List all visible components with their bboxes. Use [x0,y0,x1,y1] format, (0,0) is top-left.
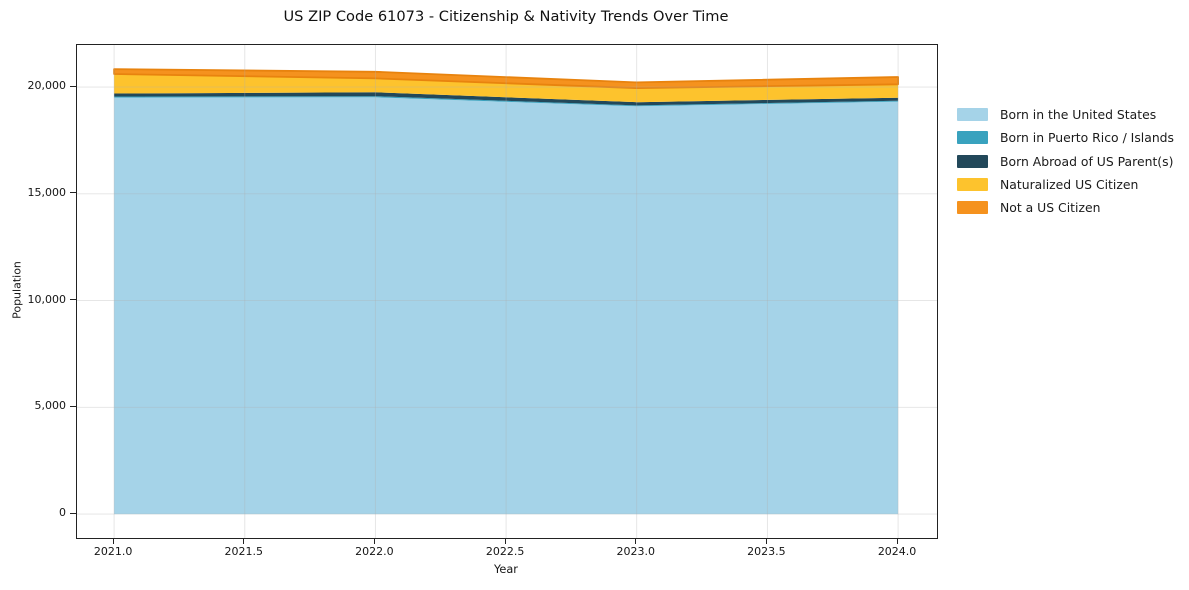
x-tick-label: 2022.5 [485,545,525,558]
y-tick-mark [70,299,76,301]
legend-label: Born Abroad of US Parent(s) [1000,153,1174,169]
legend-swatch-icon [957,108,988,121]
x-tick-mark [112,538,114,544]
legend-swatch-icon [957,154,988,168]
x-tick-label: 2023.0 [616,545,655,558]
x-tick-label: 2021.0 [93,545,133,558]
stacked-area-chart [77,45,937,538]
legend-label: Naturalized US Citizen [1000,176,1139,192]
x-tick-label: 2022.0 [355,545,394,558]
x-tick-mark [504,538,506,544]
y-tick-label: 20,000 [27,79,67,93]
area-not-a-us-citizen [113,68,899,89]
x-tick-label: 2023.5 [747,545,786,558]
x-tick-mark [373,538,375,544]
area-born-abroad-of-us-parent-s [114,92,899,106]
legend-item-born-in-puerto-rico-islands: Born in Puerto Rico / Islands [957,130,1175,146]
legend-label: Born in Puerto Rico / Islands [1000,130,1175,146]
x-tick-mark [765,538,767,544]
y-tick-label: 15,000 [27,185,67,199]
x-axis-label: Year [494,563,518,576]
chart-title: US ZIP Code 61073 - Citizenship & Nativi… [283,8,729,25]
legend-item-naturalized-us-citizen: Naturalized US Citizen [957,176,1174,192]
legend-item-born-in-the-united-states: Born in the United States [957,107,1174,122]
y-axis-label: Population [10,261,24,319]
y-tick-mark [70,85,76,87]
x-tick-mark [635,538,637,544]
x-tick-mark [243,538,245,544]
x-tick-label: 2024.0 [877,545,917,558]
area-naturalized-us-citizen [114,74,899,103]
area-born-in-the-united-states [114,97,899,515]
x-tick-mark [896,538,898,544]
legend-item-born-abroad-of-us-parent-s: Born Abroad of US Parent(s) [957,153,1174,169]
y-tick-mark [70,192,76,194]
y-tick-mark [70,512,76,514]
y-tick-label: 10,000 [27,292,67,306]
y-tick-label: 0 [59,506,66,520]
x-tick-label: 2021.5 [224,545,264,558]
legend-item-not-a-us-citizen: Not a US Citizen [957,200,1174,216]
legend-swatch-icon [957,177,988,191]
legend-label: Born in the United States [1000,107,1157,122]
plot-area [76,44,938,539]
legend: Born in the United States Born in Puerto … [957,107,1175,224]
legend-label: Not a US Citizen [1000,200,1101,216]
area-born-in-puerto-rico-islands [114,96,899,107]
legend-swatch-icon [957,131,988,145]
y-tick-mark [70,405,76,407]
legend-swatch-icon [957,201,988,215]
y-tick-label: 5,000 [34,399,67,413]
